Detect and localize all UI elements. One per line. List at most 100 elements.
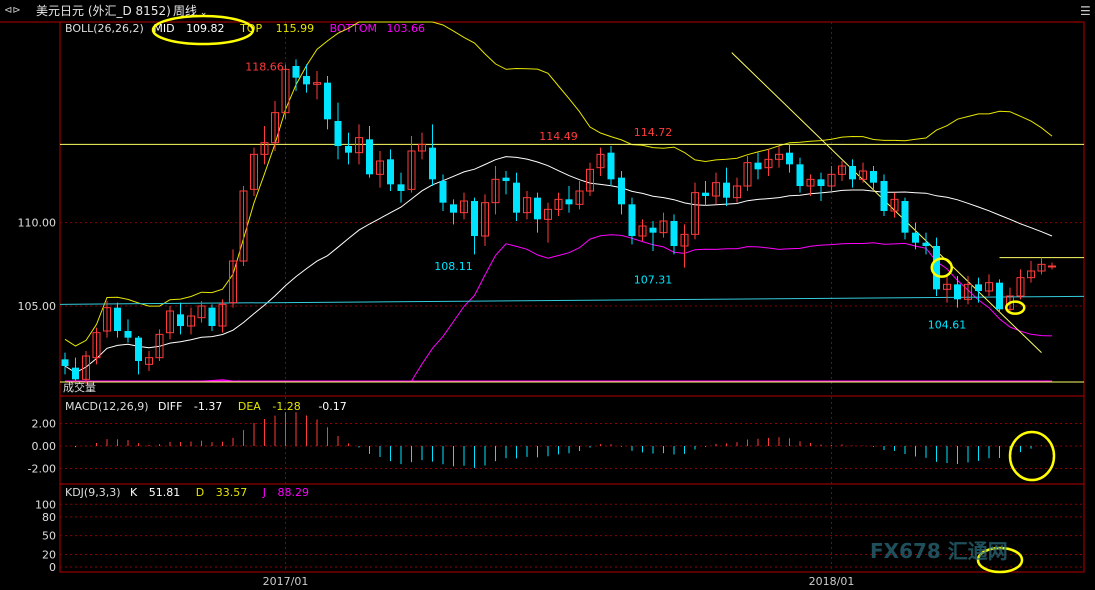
candle-body-down bbox=[870, 171, 877, 183]
kdj-k-value: 51.81 bbox=[148, 486, 181, 499]
candle-body-down bbox=[324, 82, 331, 120]
candle-body-down bbox=[649, 227, 657, 233]
macd-dea-value: -1.28 bbox=[272, 400, 301, 413]
candle-body-down bbox=[397, 184, 405, 191]
boll-top-label: TOP bbox=[240, 22, 263, 35]
candle-body-up bbox=[166, 310, 174, 334]
back-forward-icon[interactable]: ⊲⊳ bbox=[4, 5, 21, 16]
candle-body-up bbox=[733, 185, 741, 199]
candle-body-down bbox=[135, 337, 142, 361]
candle-body-up bbox=[82, 355, 90, 380]
kdj-d-label: D bbox=[195, 486, 205, 499]
plot-frame bbox=[59, 21, 1085, 573]
candle-body-up bbox=[1048, 265, 1056, 268]
boll-top-value: 115.99 bbox=[275, 22, 315, 35]
volume-legend: 成交量 bbox=[63, 381, 96, 395]
candle-body-up bbox=[523, 197, 531, 214]
candle-body-down bbox=[880, 181, 888, 211]
low-highlight bbox=[1005, 300, 1026, 315]
candle-body-up bbox=[218, 303, 227, 327]
candle-body-up bbox=[859, 170, 867, 180]
candle-body-down bbox=[975, 284, 982, 291]
chart-grid bbox=[60, 22, 1084, 572]
candle-body-up bbox=[680, 233, 689, 247]
watermark: FX678 汇通网 bbox=[870, 539, 1008, 563]
candle-body-up bbox=[239, 190, 248, 262]
candle-body-down bbox=[429, 147, 436, 180]
period-label: 周线 bbox=[173, 4, 198, 18]
candle-body-up bbox=[1016, 277, 1025, 297]
macd-diff-label: DIFF bbox=[158, 400, 183, 413]
macd-tick-label: -2.00 bbox=[28, 463, 56, 476]
candle-body-up bbox=[313, 82, 321, 85]
macd-legend: MACD(12,26,9) DIFF -1.37 DEA -1.28 -0.17 bbox=[65, 400, 347, 414]
candle-body-up bbox=[376, 160, 384, 175]
candle-body-up bbox=[743, 162, 752, 187]
candle-body-down bbox=[124, 331, 132, 338]
highlight-circles bbox=[151, 14, 1056, 574]
candle-body-up bbox=[554, 198, 563, 210]
kdj-tick-label: 80 bbox=[42, 511, 56, 524]
candle-body-down bbox=[702, 192, 709, 196]
candle-body-down bbox=[849, 166, 856, 180]
macd-tick-label: 2.00 bbox=[32, 418, 57, 431]
candle-body-down bbox=[387, 159, 394, 185]
candle-body-up bbox=[712, 182, 720, 197]
candle-body-up bbox=[460, 200, 468, 214]
candle-body-up bbox=[638, 225, 647, 237]
kdj-tick-label: 20 bbox=[42, 548, 56, 561]
candle-body-down bbox=[901, 201, 909, 233]
chevron-down-icon: ⌄ bbox=[197, 8, 208, 18]
macd-label: MACD(12,26,9) bbox=[65, 400, 149, 413]
candle-body-up bbox=[418, 143, 426, 152]
candle-body-down bbox=[513, 182, 520, 213]
chart-frame bbox=[0, 21, 1085, 573]
candle-body-up bbox=[691, 192, 699, 235]
price-annotation: 108.11 bbox=[434, 260, 473, 273]
candle-body-up bbox=[943, 283, 951, 290]
kdj-legend: KDJ(9,3,3) K 51.81 D 33.57 J 88.29 bbox=[65, 486, 309, 500]
boll-bottom-value: 103.66 bbox=[386, 22, 425, 35]
boll-mid-value: 109.82 bbox=[186, 22, 225, 35]
candle-body-down bbox=[534, 197, 541, 220]
menu-icon[interactable]: ☰ bbox=[1080, 4, 1091, 18]
price-tick-label: 105.00 bbox=[18, 300, 57, 313]
mid-value-highlight bbox=[151, 14, 255, 46]
candle-body-down bbox=[303, 76, 310, 85]
boll-label: BOLL(26,26,2) bbox=[65, 22, 144, 35]
candle-body-down bbox=[565, 199, 573, 205]
kdj-k-label: K bbox=[130, 486, 138, 499]
candle-body-up bbox=[491, 178, 500, 204]
candle-body-up bbox=[187, 315, 195, 327]
kdj-tick-label: 100 bbox=[35, 498, 56, 511]
candle-body-down bbox=[114, 307, 121, 331]
date-tick-label: 2017/01 bbox=[263, 575, 309, 588]
candle-body-up bbox=[586, 168, 594, 192]
candle-body-up bbox=[103, 307, 111, 332]
candle-body-up bbox=[407, 150, 416, 190]
breakout-highlight bbox=[930, 257, 953, 278]
candle-body-down bbox=[334, 121, 342, 146]
date-tick-label: 2018/01 bbox=[809, 575, 855, 588]
candle-body-up bbox=[281, 68, 290, 114]
candle-body-up bbox=[250, 153, 258, 190]
candle-body-down bbox=[618, 177, 625, 205]
candle-body-down bbox=[723, 182, 730, 198]
candle-body-down bbox=[670, 221, 678, 246]
candle-body-down bbox=[439, 181, 447, 203]
kdj-cross-highlight bbox=[976, 546, 1024, 574]
price-annotations: 118.66 114.49 108.11 114.72 107.31 104.61 bbox=[245, 60, 966, 331]
kdj-tick-label: 0 bbox=[49, 561, 56, 574]
candle-body-up bbox=[764, 158, 773, 169]
kdj-tick-label: 50 bbox=[42, 530, 56, 543]
candle-body-up bbox=[575, 190, 584, 205]
window-title: 美元日元 (外汇_D 8152) bbox=[36, 4, 171, 18]
candle-body-down bbox=[61, 359, 69, 366]
boll-mid-line bbox=[64, 156, 1053, 374]
macd-panel bbox=[65, 380, 1053, 468]
candle-body-down bbox=[450, 204, 457, 213]
period-dropdown[interactable]: 周线 ⌄ bbox=[173, 0, 207, 24]
candle-body-down bbox=[954, 284, 961, 300]
title-bar: ⊲⊳ 美元日元 (外汇_D 8152) 周线 ⌄ ☰ bbox=[0, 0, 1095, 22]
